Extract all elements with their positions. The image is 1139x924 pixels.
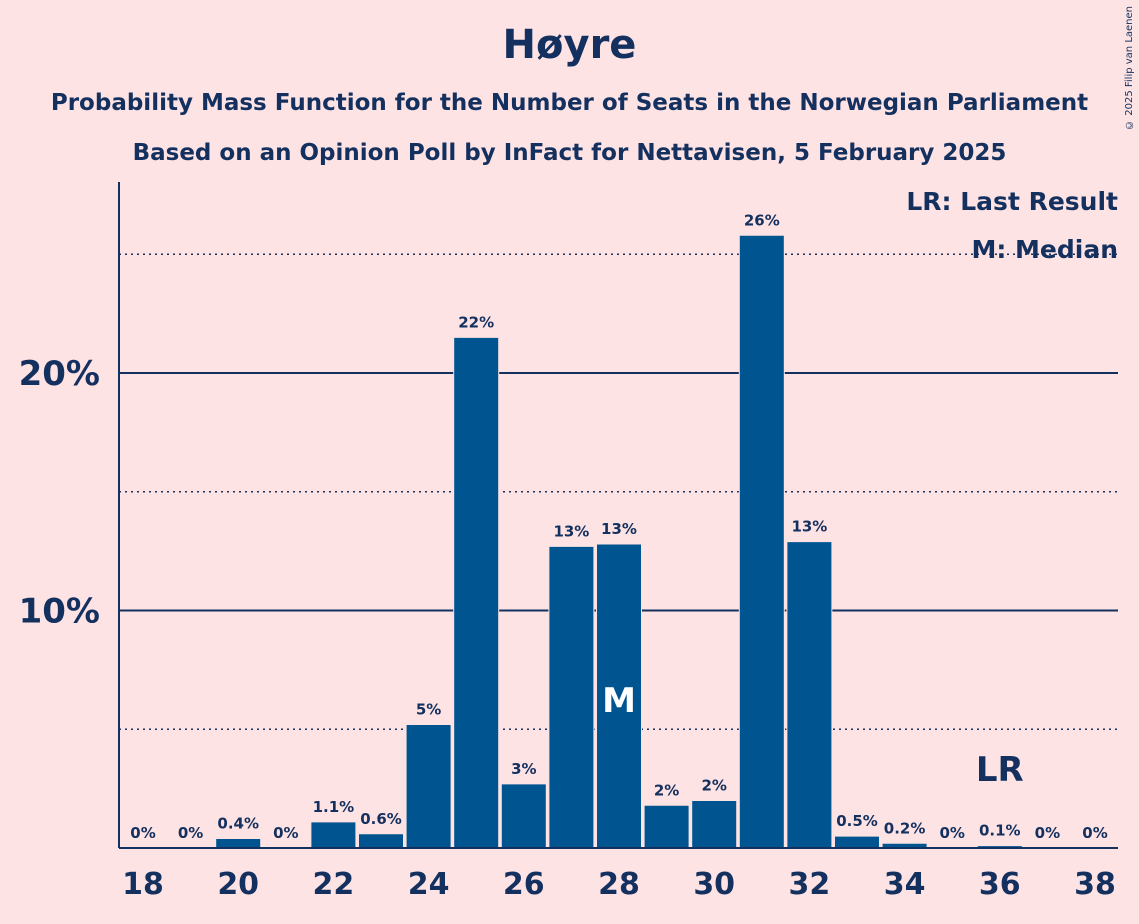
bar-value-label: 1.1% bbox=[313, 798, 355, 816]
bar bbox=[596, 543, 642, 849]
bar bbox=[358, 833, 404, 849]
median-marker: M bbox=[602, 681, 636, 721]
bars-group bbox=[215, 234, 1023, 849]
bar bbox=[786, 541, 833, 849]
x-tick-label: 20 bbox=[217, 867, 259, 902]
bar-value-label: 13% bbox=[601, 520, 637, 538]
bar-value-label: 0% bbox=[130, 824, 155, 842]
bar-labels-group: 0% 0% 0.4% 0% 1.1% 0.6% 5% 22% 3% 13% 13% 2% 2% 26% 13… bbox=[130, 211, 1107, 842]
bar-value-label: 0% bbox=[1035, 824, 1060, 842]
bar bbox=[548, 545, 595, 849]
bar-value-label: 5% bbox=[416, 701, 441, 719]
bar-value-label: 26% bbox=[744, 211, 780, 229]
legend-median: M: Median bbox=[971, 235, 1118, 264]
bar-value-label: 13% bbox=[791, 518, 827, 536]
bar-value-label: 3% bbox=[511, 760, 536, 778]
y-tick-label: 10% bbox=[19, 592, 100, 632]
bar-value-label: 13% bbox=[553, 522, 589, 540]
x-tick-label: 18 bbox=[122, 867, 164, 902]
chart-title: Høyre bbox=[502, 22, 637, 68]
axes-group: 10% 20% 18 20 22 24 26 28 30 32 34 36 38 bbox=[19, 182, 1118, 902]
x-tick-label: 34 bbox=[884, 867, 926, 902]
bar bbox=[405, 724, 452, 849]
x-tick-label: 32 bbox=[789, 867, 831, 902]
chart-subtitle-line1: Probability Mass Function for the Number… bbox=[50, 90, 1089, 116]
x-tick-label: 38 bbox=[1074, 867, 1116, 902]
x-tick-label: 30 bbox=[693, 867, 735, 902]
bar-value-label: 0% bbox=[178, 824, 203, 842]
bar bbox=[453, 336, 500, 849]
x-tick-label: 22 bbox=[313, 867, 355, 902]
chart-subtitle-line2: Based on an Opinion Poll by InFact for N… bbox=[132, 140, 1007, 166]
bar bbox=[738, 234, 785, 849]
bar-value-label: 2% bbox=[654, 781, 679, 799]
bar bbox=[310, 821, 357, 849]
bar bbox=[643, 804, 690, 849]
bar-value-label: 2% bbox=[701, 777, 726, 795]
bar-value-label: 0.1% bbox=[979, 822, 1021, 840]
x-tick-label: 24 bbox=[408, 867, 450, 902]
bar-value-label: 22% bbox=[458, 313, 494, 331]
last-result-marker: LR bbox=[976, 750, 1024, 790]
x-tick-label: 36 bbox=[979, 867, 1021, 902]
y-tick-label: 20% bbox=[19, 354, 100, 394]
legend-last-result: LR: Last Result bbox=[906, 187, 1118, 216]
bar-value-label: 0.4% bbox=[217, 815, 259, 833]
x-tick-label: 28 bbox=[598, 867, 640, 902]
bar bbox=[215, 838, 262, 849]
x-tick-label: 26 bbox=[503, 867, 545, 902]
bar-value-label: 0.5% bbox=[836, 812, 878, 830]
bar bbox=[691, 800, 738, 849]
bar bbox=[834, 835, 880, 849]
bar-value-label: 0% bbox=[1082, 824, 1107, 842]
bar-value-label: 0% bbox=[273, 824, 298, 842]
bar-value-label: 0.2% bbox=[884, 819, 926, 837]
bar-value-label: 0.6% bbox=[360, 810, 402, 828]
bar bbox=[500, 783, 547, 849]
bar-value-label: 0% bbox=[939, 824, 964, 842]
